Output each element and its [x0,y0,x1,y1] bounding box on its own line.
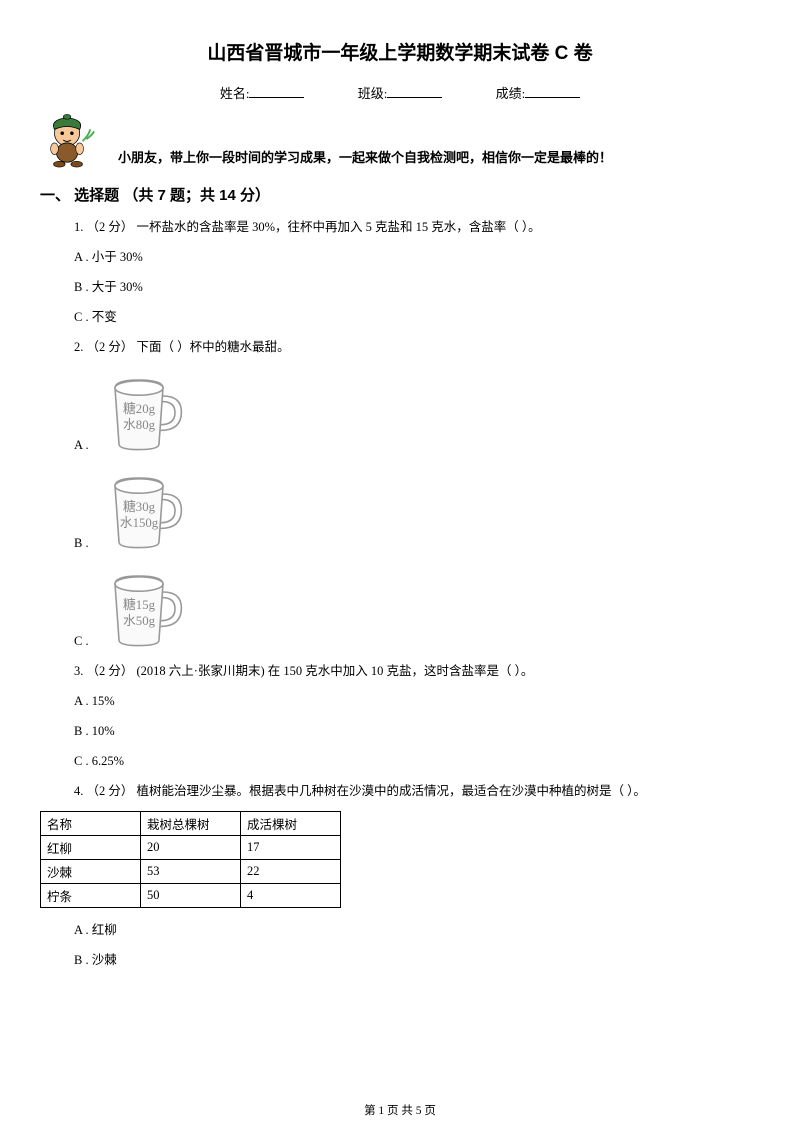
q2-text: 2. （2 分） 下面（ ）杯中的糖水最甜。 [74,337,760,357]
name-blank [249,97,304,98]
q2-c-label: C . [74,631,89,651]
question-3: 3. （2 分） (2018 六上·张家川期末) 在 150 克水中加入 10 … [74,661,760,771]
q1-text: 1. （2 分） 一杯盐水的含盐率是 30%，往杯中再加入 5 克盐和 15 克… [74,217,760,237]
table-header-row: 名称 栽树总棵树 成活棵树 [41,812,341,836]
table-row: 沙棘 53 22 [41,860,341,884]
svg-text:水150g: 水150g [119,516,158,530]
svg-text:水50g: 水50g [123,614,156,628]
class-blank [387,97,442,98]
q3-option-b: B . 10% [74,721,760,741]
cell: 20 [141,836,241,860]
svg-text:糖20g: 糖20g [123,401,156,416]
q3-option-c: C . 6.25% [74,751,760,771]
score-label: 成绩: [496,86,526,101]
info-row: 姓名: 班级: 成绩: [40,83,760,102]
question-1: 1. （2 分） 一杯盐水的含盐率是 30%，往杯中再加入 5 克盐和 15 克… [74,217,760,327]
cell: 柠条 [41,884,141,908]
cell: 4 [241,884,341,908]
cell: 50 [141,884,241,908]
cell: 沙棘 [41,860,141,884]
q4-options: A . 红柳 B . 沙棘 [74,920,760,970]
th-alive: 成活棵树 [241,812,341,836]
cell: 53 [141,860,241,884]
q1-option-a: A . 小于 30% [74,247,760,267]
page-footer: 第 1 页 共 5 页 [0,1102,800,1118]
th-name: 名称 [41,812,141,836]
q4-option-b: B . 沙棘 [74,950,760,970]
th-total: 栽树总棵树 [141,812,241,836]
q2-a-label: A . [74,435,89,455]
q2-b-label: B . [74,533,89,553]
table-row: 红柳 20 17 [41,836,341,860]
mascot-icon [40,112,98,170]
cup-b-icon: 糖30g 水150g [95,465,191,555]
class-label: 班级: [358,86,388,101]
q4-table: 名称 栽树总棵树 成活棵树 红柳 20 17 沙棘 53 22 柠条 50 4 [40,811,341,908]
cell: 红柳 [41,836,141,860]
mascot-row: 小朋友，带上你一段时间的学习成果，一起来做个自我检测吧，相信你一定是最棒的！ [40,112,760,170]
table-row: 柠条 50 4 [41,884,341,908]
svg-text:糖30g: 糖30g [123,499,156,514]
q3-text: 3. （2 分） (2018 六上·张家川期末) 在 150 克水中加入 10 … [74,661,760,681]
section-header: 一、 选择题 （共 7 题；共 14 分） [40,184,760,205]
encourage-text: 小朋友，带上你一段时间的学习成果，一起来做个自我检测吧，相信你一定是最棒的！ [118,147,612,166]
name-label: 姓名: [220,86,250,101]
svg-text:糖15g: 糖15g [123,597,156,612]
svg-text:水80g: 水80g [123,418,156,432]
cup-a-icon: 糖20g 水80g [95,367,191,457]
q4-text: 4. （2 分） 植树能治理沙尘暴。根据表中几种树在沙漠中的成活情况，最适合在沙… [74,781,760,801]
q4-option-a: A . 红柳 [74,920,760,940]
cell: 17 [241,836,341,860]
q2-option-c: C . 糖15g 水50g [74,563,760,653]
question-2: 2. （2 分） 下面（ ）杯中的糖水最甜。 A . 糖20g 水80g B .… [74,337,760,653]
q2-option-b: B . 糖30g 水150g [74,465,760,555]
page-title: 山西省晋城市一年级上学期数学期末试卷 C 卷 [40,38,760,65]
question-4: 4. （2 分） 植树能治理沙尘暴。根据表中几种树在沙漠中的成活情况，最适合在沙… [74,781,760,801]
q1-option-b: B . 大于 30% [74,277,760,297]
q3-option-a: A . 15% [74,691,760,711]
cup-c-icon: 糖15g 水50g [95,563,191,653]
cell: 22 [241,860,341,884]
score-blank [525,97,580,98]
q2-option-a: A . 糖20g 水80g [74,367,760,457]
q1-option-c: C . 不变 [74,307,760,327]
